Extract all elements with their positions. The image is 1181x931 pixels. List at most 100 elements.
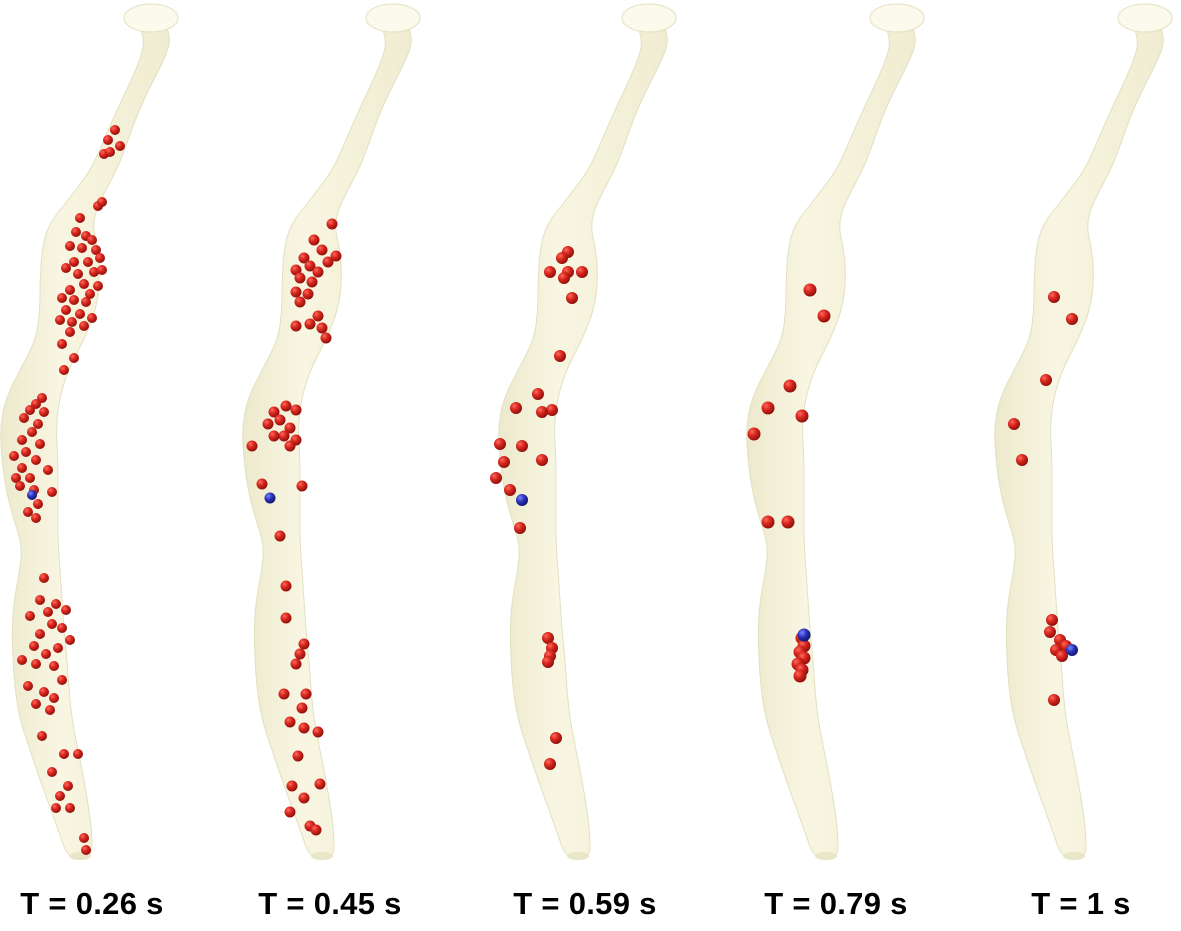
red-particle bbox=[310, 824, 322, 836]
red-particle bbox=[83, 257, 93, 267]
red-particle bbox=[55, 791, 65, 801]
red-particle bbox=[312, 266, 324, 278]
vessel-outlet bbox=[815, 852, 837, 860]
red-particle bbox=[29, 641, 39, 651]
red-particle bbox=[498, 456, 510, 468]
vessel-inlet-cap bbox=[123, 3, 179, 33]
red-particle bbox=[91, 245, 101, 255]
red-particle bbox=[516, 440, 528, 452]
red-particle bbox=[294, 296, 306, 308]
red-particle bbox=[11, 473, 21, 483]
red-particle bbox=[61, 305, 71, 315]
red-particle bbox=[35, 629, 45, 639]
red-particle bbox=[284, 422, 296, 434]
red-particle bbox=[25, 611, 35, 621]
vessel-4 bbox=[746, 3, 925, 860]
red-particle bbox=[81, 845, 91, 855]
red-particle bbox=[256, 478, 268, 490]
red-particle bbox=[316, 244, 328, 256]
red-particle bbox=[65, 241, 75, 251]
red-particle bbox=[576, 266, 588, 278]
red-particle bbox=[63, 781, 73, 791]
red-particle bbox=[65, 327, 75, 337]
red-particle bbox=[97, 265, 107, 275]
red-particle bbox=[312, 726, 324, 738]
red-particle bbox=[43, 607, 53, 617]
red-particle bbox=[31, 699, 41, 709]
panel-caption-3: T = 0.59 s bbox=[513, 886, 657, 921]
red-particle bbox=[17, 463, 27, 473]
red-particle bbox=[1048, 291, 1060, 303]
red-particle bbox=[314, 778, 326, 790]
red-particle bbox=[504, 484, 516, 496]
red-particle bbox=[31, 455, 41, 465]
blue-particle bbox=[264, 492, 276, 504]
panel-caption-1: T = 0.26 s bbox=[20, 886, 164, 921]
red-particle bbox=[65, 635, 75, 645]
vessel-2 bbox=[242, 3, 421, 860]
red-particle bbox=[546, 404, 558, 416]
red-particle bbox=[79, 833, 89, 843]
red-particle bbox=[57, 623, 67, 633]
red-particle bbox=[1008, 418, 1020, 430]
red-particle bbox=[95, 253, 105, 263]
red-particle bbox=[31, 513, 41, 523]
red-particle bbox=[312, 310, 324, 322]
vessel-inlet-cap bbox=[365, 3, 421, 33]
red-particle bbox=[23, 681, 33, 691]
red-particle bbox=[322, 256, 334, 268]
red-particle bbox=[61, 263, 71, 273]
vessel-inlet-cap bbox=[869, 3, 925, 33]
red-particle bbox=[274, 530, 286, 542]
vessel-body bbox=[242, 17, 412, 859]
vessel-5 bbox=[994, 3, 1173, 860]
red-particle bbox=[33, 499, 43, 509]
red-particle bbox=[536, 454, 548, 466]
red-particle bbox=[554, 350, 566, 362]
red-particle bbox=[49, 693, 59, 703]
red-particle bbox=[300, 688, 312, 700]
red-particle bbox=[302, 288, 314, 300]
red-particle bbox=[494, 438, 506, 450]
red-particle bbox=[51, 803, 61, 813]
red-particle bbox=[57, 675, 67, 685]
red-particle bbox=[290, 320, 302, 332]
red-particle bbox=[53, 643, 63, 653]
red-particle bbox=[298, 638, 310, 650]
red-particle bbox=[69, 257, 79, 267]
red-particle bbox=[795, 409, 809, 423]
red-particle bbox=[25, 405, 35, 415]
panel-caption-5: T = 1 s bbox=[1031, 886, 1131, 921]
red-particle bbox=[781, 515, 795, 529]
red-particle bbox=[25, 473, 35, 483]
red-particle bbox=[35, 439, 45, 449]
red-particle bbox=[532, 388, 544, 400]
red-particle bbox=[817, 309, 831, 323]
blue-particle bbox=[516, 494, 528, 506]
blue-particle bbox=[27, 490, 37, 500]
red-particle bbox=[278, 688, 290, 700]
red-particle bbox=[35, 595, 45, 605]
red-particle bbox=[103, 135, 113, 145]
red-particle bbox=[1056, 650, 1068, 662]
red-particle bbox=[79, 279, 89, 289]
red-particle bbox=[280, 400, 292, 412]
red-particle bbox=[47, 767, 57, 777]
red-particle bbox=[274, 414, 286, 426]
red-particle bbox=[290, 404, 302, 416]
red-particle bbox=[57, 339, 67, 349]
red-particle bbox=[296, 702, 308, 714]
red-particle bbox=[39, 407, 49, 417]
red-particle bbox=[544, 758, 556, 770]
red-particle bbox=[87, 313, 97, 323]
red-particle bbox=[39, 573, 49, 583]
vessel-outlet bbox=[311, 852, 333, 860]
red-particle bbox=[75, 213, 85, 223]
red-particle bbox=[67, 317, 77, 327]
red-particle bbox=[536, 406, 548, 418]
red-particle bbox=[1046, 614, 1058, 626]
red-particle bbox=[316, 322, 328, 334]
vessel-outlet bbox=[1063, 852, 1085, 860]
red-particle bbox=[320, 332, 332, 344]
